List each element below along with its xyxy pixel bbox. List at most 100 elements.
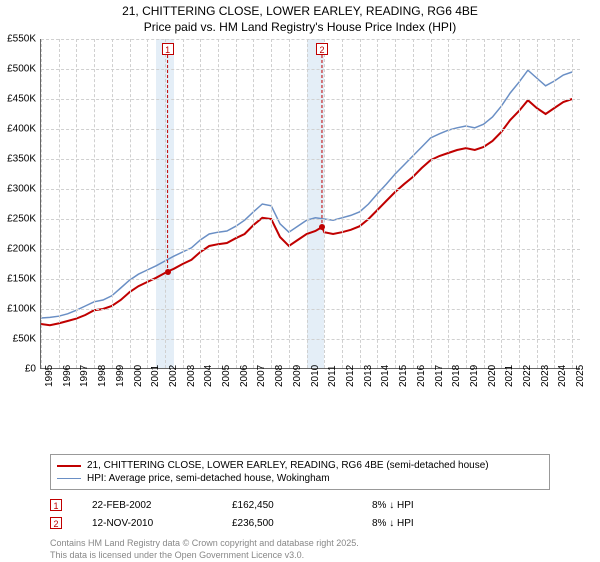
x-gridline (183, 39, 184, 368)
x-tick-label: 2023 (540, 365, 551, 387)
chart-marker-box-1: 1 (162, 43, 174, 55)
y-gridline (41, 69, 580, 70)
y-gridline (41, 189, 580, 190)
x-tick-label: 2017 (434, 365, 445, 387)
x-gridline (165, 39, 166, 368)
y-gridline (41, 309, 580, 310)
chart-marker-box-2: 2 (316, 43, 328, 55)
x-tick-label: 2007 (256, 365, 267, 387)
y-gridline (41, 249, 580, 250)
sale-date-2: 12-NOV-2010 (92, 518, 202, 529)
y-tick-label: £450K (0, 94, 36, 105)
x-tick-label: 2024 (557, 365, 568, 387)
legend-label-hpi: HPI: Average price, semi-detached house,… (87, 473, 330, 484)
y-gridline (41, 159, 580, 160)
footer-line1: Contains HM Land Registry data © Crown c… (50, 538, 600, 550)
x-tick-label: 2006 (239, 365, 250, 387)
sale-diff-1: 8% ↓ HPI (372, 500, 482, 511)
x-gridline (413, 39, 414, 368)
x-tick-label: 1997 (79, 365, 90, 387)
x-gridline (253, 39, 254, 368)
x-gridline (130, 39, 131, 368)
x-gridline (147, 39, 148, 368)
legend-swatch-hpi (57, 478, 81, 479)
x-gridline (448, 39, 449, 368)
x-tick-label: 2012 (345, 365, 356, 387)
x-gridline (342, 39, 343, 368)
chart-marker-dot-2 (319, 224, 325, 230)
x-gridline (289, 39, 290, 368)
x-tick-label: 2010 (310, 365, 321, 387)
chart-marker-dot-1 (165, 269, 171, 275)
y-tick-label: £100K (0, 304, 36, 315)
sale-marker-2: 2 (50, 517, 62, 529)
y-tick-label: £50K (0, 334, 36, 345)
x-gridline (236, 39, 237, 368)
x-gridline (112, 39, 113, 368)
y-tick-label: £550K (0, 34, 36, 45)
x-tick-label: 2022 (522, 365, 533, 387)
x-tick-label: 2008 (274, 365, 285, 387)
x-gridline (554, 39, 555, 368)
plot-area: £0£50K£100K£150K£200K£250K£300K£350K£400… (40, 39, 580, 369)
title-block: 21, CHITTERING CLOSE, LOWER EARLEY, READ… (0, 0, 600, 37)
x-gridline (59, 39, 60, 368)
legend-box: 21, CHITTERING CLOSE, LOWER EARLEY, READ… (50, 454, 550, 490)
sales-table: 1 22-FEB-2002 £162,450 8% ↓ HPI 2 12-NOV… (50, 496, 600, 532)
x-tick-label: 2018 (451, 365, 462, 387)
x-tick-label: 2002 (168, 365, 179, 387)
x-gridline (572, 39, 573, 368)
x-gridline (76, 39, 77, 368)
x-gridline (484, 39, 485, 368)
y-tick-label: £200K (0, 244, 36, 255)
x-tick-label: 2009 (292, 365, 303, 387)
x-tick-label: 2025 (575, 365, 586, 387)
sale-diff-2: 8% ↓ HPI (372, 518, 482, 529)
x-gridline (519, 39, 520, 368)
x-gridline (377, 39, 378, 368)
x-gridline (360, 39, 361, 368)
x-gridline (200, 39, 201, 368)
y-gridline (41, 279, 580, 280)
x-gridline (395, 39, 396, 368)
x-tick-label: 2014 (380, 365, 391, 387)
x-tick-label: 2005 (221, 365, 232, 387)
y-tick-label: £250K (0, 214, 36, 225)
x-tick-label: 2004 (203, 365, 214, 387)
x-gridline (41, 39, 42, 368)
legend-row-price: 21, CHITTERING CLOSE, LOWER EARLEY, READ… (57, 459, 543, 472)
y-tick-label: £350K (0, 154, 36, 165)
x-tick-label: 1995 (44, 365, 55, 387)
x-gridline (501, 39, 502, 368)
x-tick-label: 2021 (504, 365, 515, 387)
x-gridline (537, 39, 538, 368)
y-gridline (41, 219, 580, 220)
y-gridline (41, 99, 580, 100)
x-tick-label: 1999 (115, 365, 126, 387)
y-gridline (41, 129, 580, 130)
legend-label-price: 21, CHITTERING CLOSE, LOWER EARLEY, READ… (87, 460, 489, 471)
sale-price-2: £236,500 (232, 518, 342, 529)
sale-marker-1: 1 (50, 499, 62, 511)
footer-attribution: Contains HM Land Registry data © Crown c… (50, 538, 600, 561)
y-gridline (41, 39, 580, 40)
x-gridline (307, 39, 308, 368)
title-line2: Price paid vs. HM Land Registry's House … (0, 20, 600, 36)
x-gridline (271, 39, 272, 368)
x-tick-label: 2019 (469, 365, 480, 387)
x-tick-label: 2011 (327, 366, 338, 388)
title-line1: 21, CHITTERING CLOSE, LOWER EARLEY, READ… (0, 4, 600, 20)
x-tick-label: 2000 (133, 365, 144, 387)
x-tick-label: 2020 (487, 365, 498, 387)
sale-price-1: £162,450 (232, 500, 342, 511)
x-tick-label: 1996 (62, 365, 73, 387)
x-tick-label: 2013 (363, 365, 374, 387)
sale-row-2: 2 12-NOV-2010 £236,500 8% ↓ HPI (50, 514, 600, 532)
y-gridline (41, 339, 580, 340)
x-tick-label: 1998 (97, 365, 108, 387)
y-tick-label: £500K (0, 64, 36, 75)
x-tick-label: 2001 (150, 365, 161, 387)
sale-date-1: 22-FEB-2002 (92, 500, 202, 511)
sale-row-1: 1 22-FEB-2002 £162,450 8% ↓ HPI (50, 496, 600, 514)
legend-swatch-price (57, 465, 81, 467)
